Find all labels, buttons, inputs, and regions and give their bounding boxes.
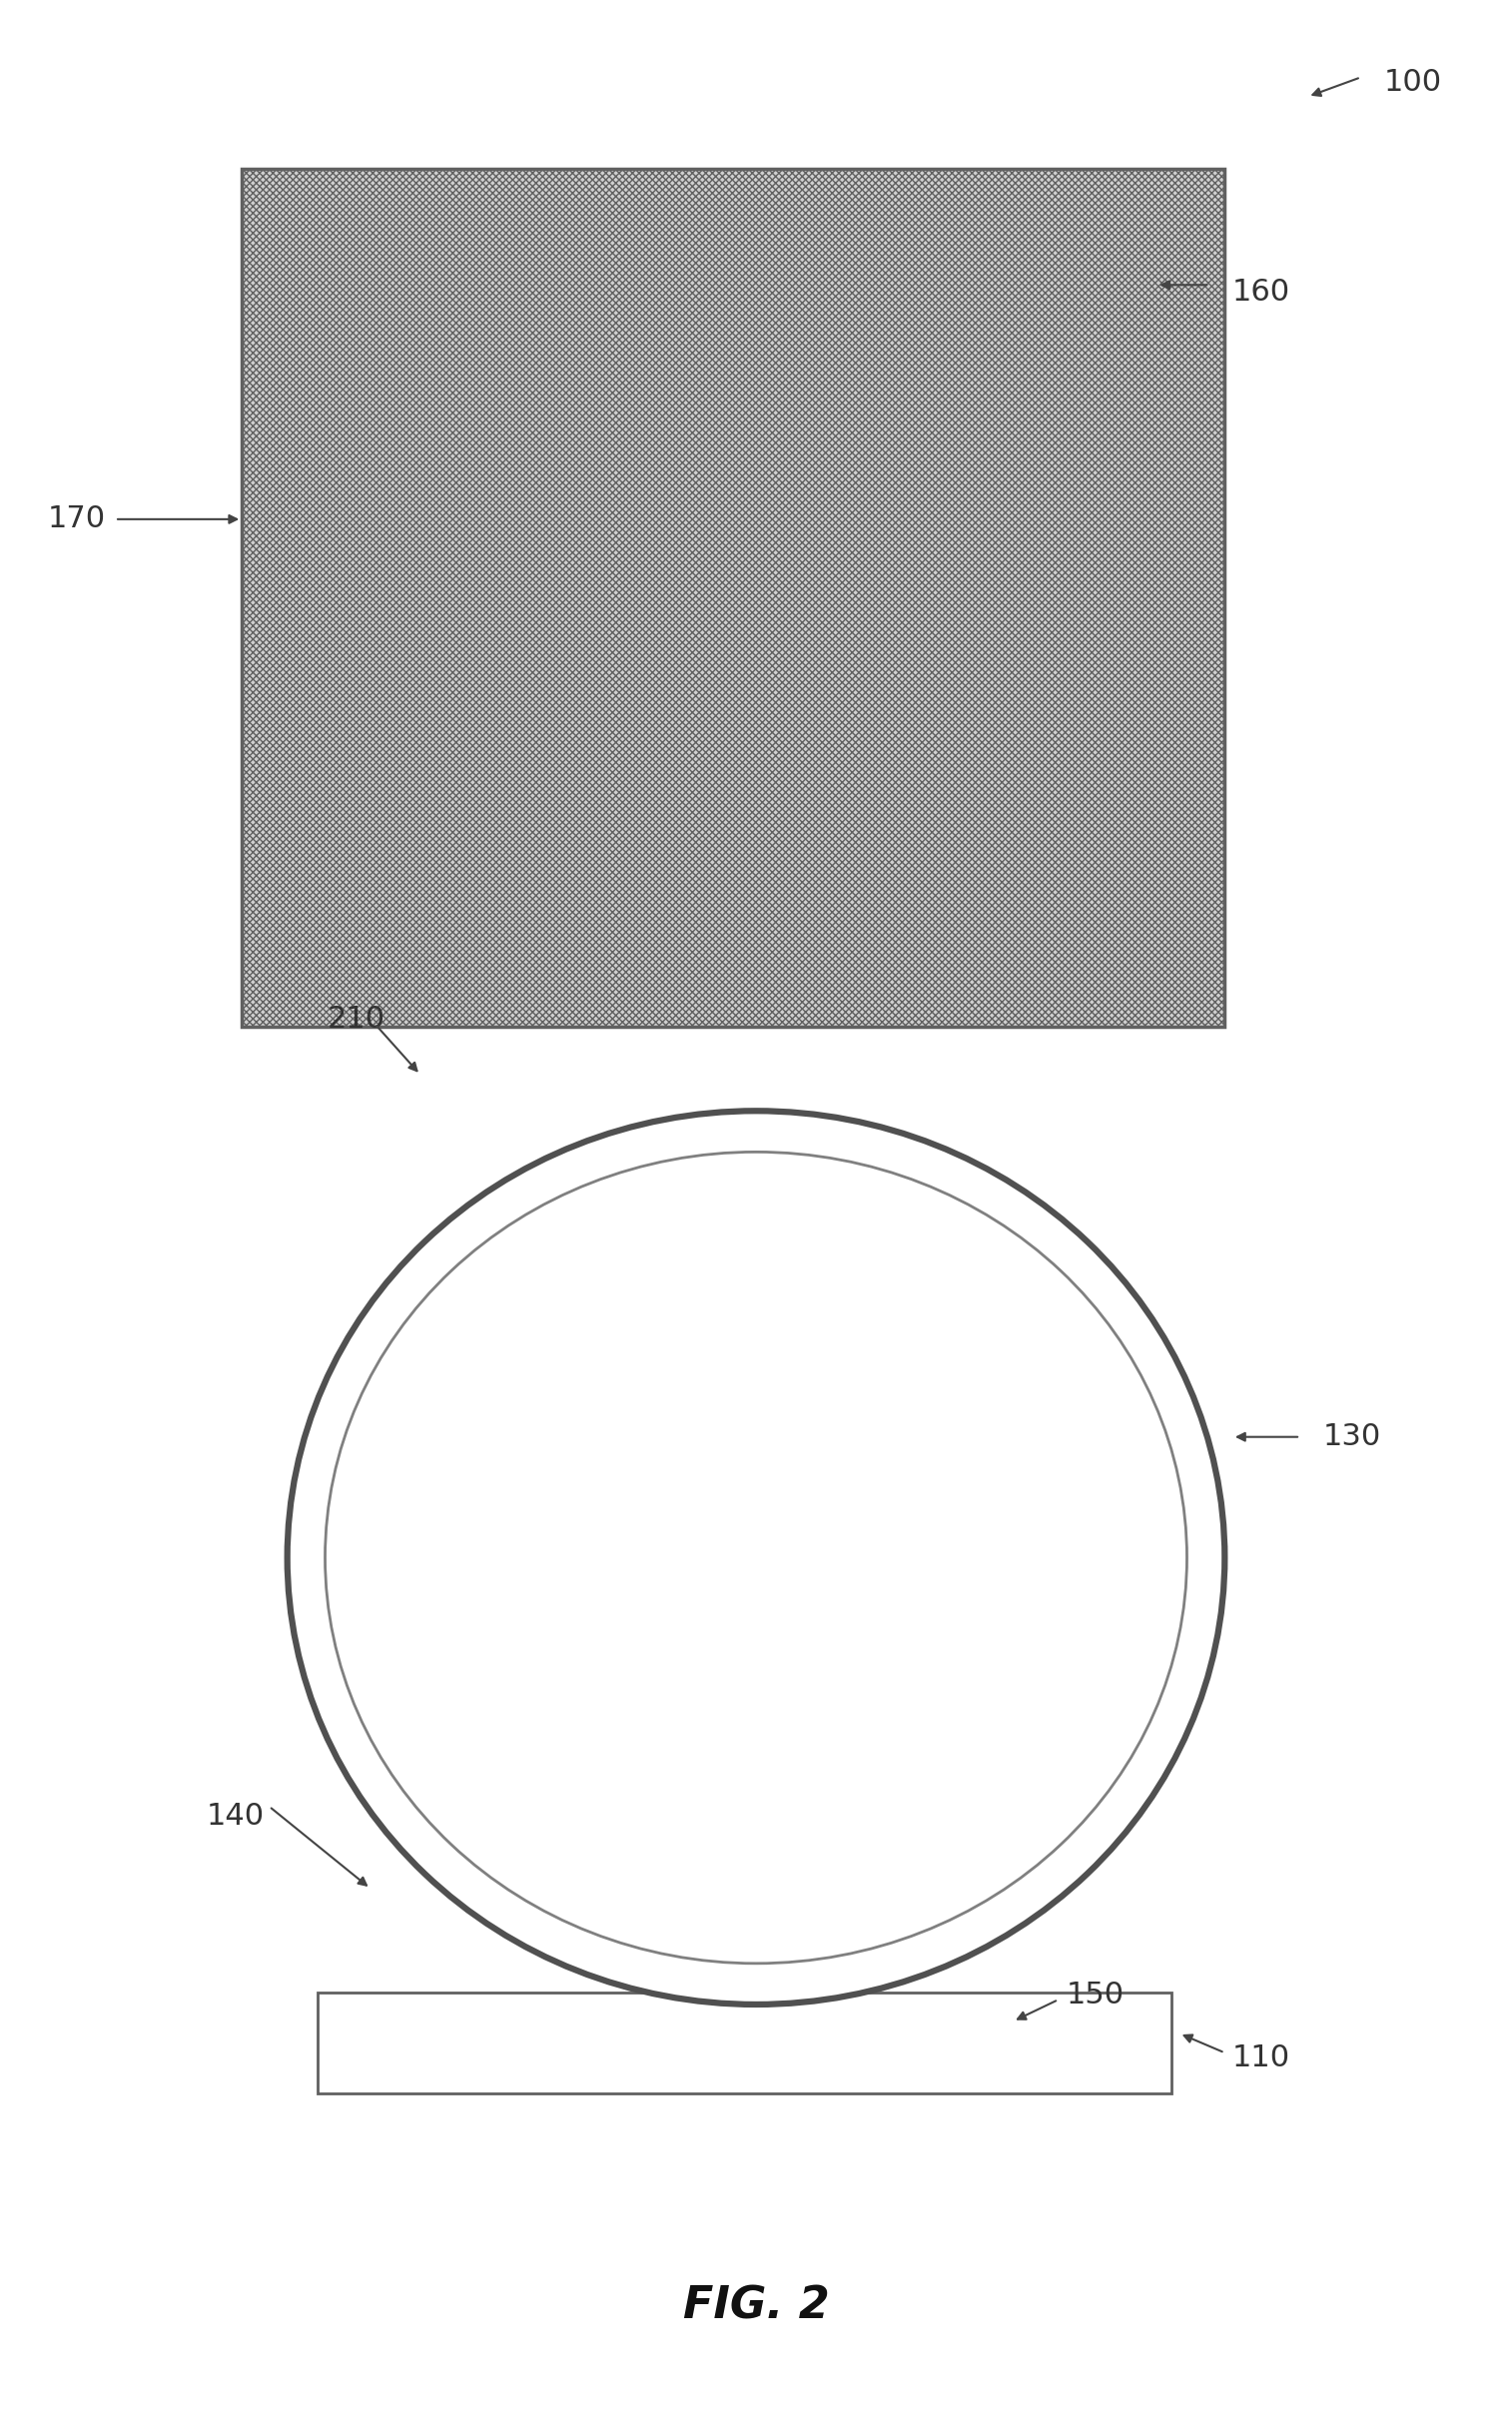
Text: 150: 150 [1066,1980,1123,2009]
Text: 170: 170 [48,505,106,534]
Text: 160: 160 [1232,278,1290,307]
Bar [318,1992,1172,2094]
Text: 110: 110 [1232,2043,1290,2072]
Text: 100: 100 [1383,68,1441,97]
Text: FIG. 2: FIG. 2 [683,2285,829,2328]
Bar [242,169,1225,1026]
Text: 130: 130 [1323,1422,1380,1451]
Text: 140: 140 [207,1802,265,1831]
Text: 210: 210 [328,1005,386,1034]
Ellipse shape [287,1111,1225,2004]
